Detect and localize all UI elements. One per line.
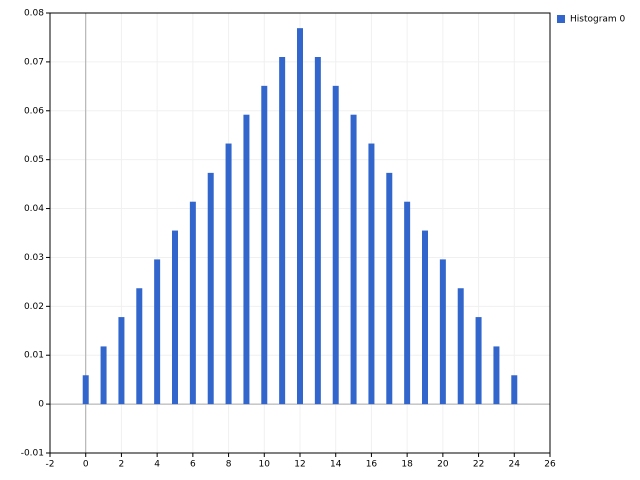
x-tick-label: 22 [473, 460, 484, 470]
x-tick-label: 24 [509, 460, 521, 470]
bar [297, 28, 303, 405]
y-tick-label: 0.04 [24, 204, 44, 214]
legend-label: Histogram 0 [570, 15, 626, 25]
bar [332, 85, 339, 405]
bar [422, 230, 428, 405]
bar [475, 317, 482, 405]
bar [172, 230, 178, 405]
bar [136, 288, 143, 405]
plot-frame [49, 12, 551, 454]
bar [404, 201, 411, 405]
bar [100, 346, 107, 405]
bar [207, 172, 214, 405]
y-tick-label: 0.01 [24, 351, 44, 361]
x-tick-label: 6 [190, 460, 196, 470]
y-tick-label: 0.06 [24, 106, 44, 116]
bar [118, 317, 125, 405]
x-tick-label: 14 [330, 460, 342, 470]
x-tick-label: 10 [259, 460, 271, 470]
x-tick-label: -2 [46, 460, 55, 470]
bar [439, 259, 446, 405]
y-tick-label: 0.05 [24, 155, 44, 165]
bar [154, 259, 161, 405]
bar [261, 85, 268, 405]
x-tick-label: 16 [366, 460, 378, 470]
bar [225, 143, 232, 405]
x-tick-label: 26 [544, 460, 556, 470]
bar [314, 57, 321, 405]
bar [457, 288, 464, 405]
x-tick-label: 2 [119, 460, 125, 470]
y-tick-label: 0.08 [24, 9, 44, 19]
bar [243, 114, 250, 405]
bar [189, 201, 196, 405]
bar [368, 143, 375, 405]
bar [386, 172, 393, 405]
x-tick-label: 8 [226, 460, 232, 470]
bar [350, 114, 357, 405]
bar [511, 375, 518, 405]
x-tick-label: 18 [401, 460, 413, 470]
bar [82, 375, 89, 405]
x-tick-label: 4 [154, 460, 160, 470]
x-tick-label: 20 [437, 460, 449, 470]
y-tick-label: 0 [38, 400, 44, 410]
x-tick-label: 0 [83, 460, 89, 470]
y-tick-label: -0.01 [21, 449, 44, 459]
y-tick-label: 0.03 [24, 253, 44, 263]
bar [279, 57, 286, 405]
y-tick-label: 0.02 [24, 302, 44, 312]
bar [493, 346, 500, 405]
legend-swatch [557, 15, 565, 23]
x-tick-label: 12 [294, 460, 305, 470]
y-tick-label: 0.07 [24, 57, 44, 67]
